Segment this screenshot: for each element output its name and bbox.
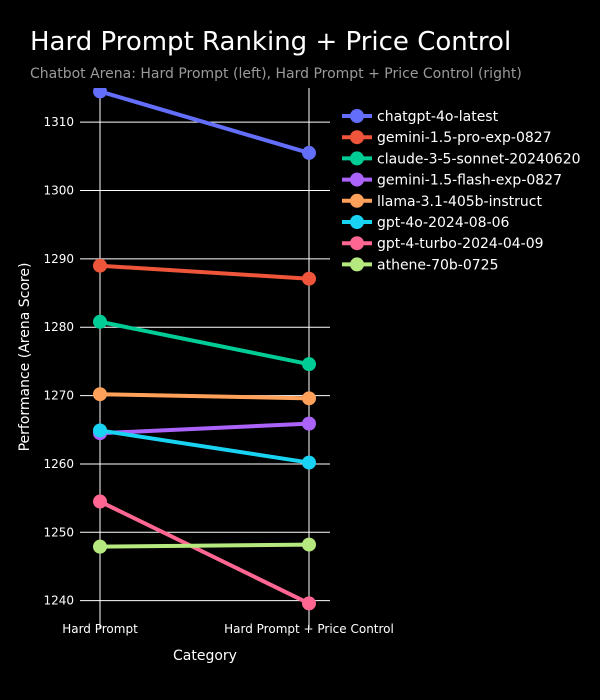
legend-swatch-marker [350,109,364,123]
data-point[interactable] [93,84,107,99]
data-point[interactable] [93,258,107,273]
y-tick-label: 1270 [43,389,74,403]
legend-swatch-marker [350,172,364,187]
series-line [98,319,311,367]
legend-item[interactable]: gemini-1.5-pro-exp-0827 [342,130,552,146]
data-point[interactable] [302,357,316,372]
series-line [98,421,311,436]
legend-swatch-marker [350,257,364,272]
legend-item[interactable]: llama-3.1-405b-instruct [342,193,542,210]
series-gpt-4o-2024-08-06 [93,423,316,470]
legend-swatch-marker [350,151,364,166]
legend-item[interactable]: gpt-4-turbo-2024-04-09 [342,236,544,252]
series-gpt-4-turbo-2024-04-09 [93,494,316,611]
y-tick-label: 1240 [43,594,74,608]
series-line [98,89,311,155]
legend-label: gemini-1.5-pro-exp-0827 [377,130,552,146]
x-axis-title: Category [173,648,237,664]
data-point[interactable] [302,145,316,160]
y-tick-label: 1260 [43,457,74,471]
y-axis-ticks: 1240 1250 1260 1270 1280 1290 1300 1310 [43,115,74,607]
legend: chatgpt-4o-latest gemini-1.5-pro-exp-0827… [342,109,581,273]
series-line [98,428,311,465]
chart-subtitle: Chatbot Arena: Hard Prompt (left), Hard … [30,66,522,82]
data-point[interactable] [93,539,107,554]
legend-swatch-marker [350,193,364,208]
data-point[interactable] [302,455,316,470]
legend-label: gemini-1.5-flash-exp-0827 [377,173,562,189]
series-line [98,392,311,401]
legend-item[interactable]: gpt-4o-2024-08-06 [342,215,510,231]
series-line [98,263,311,281]
series-athene-70b-0725 [93,537,316,554]
x-tick-label: Hard Prompt [62,622,138,636]
series-gemini-1.5-pro-exp-0827 [93,258,316,286]
data-point[interactable] [93,387,107,402]
legend-swatch-marker [350,236,364,251]
legend-item[interactable]: athene-70b-0725 [342,257,498,273]
legend-label: chatgpt-4o-latest [377,109,499,125]
y-axis-title: Performance (Arena Score) [17,263,33,452]
legend-item[interactable]: chatgpt-4o-latest [342,109,499,125]
legend-label: llama-3.1-405b-instruct [377,194,542,210]
series-plot-area [93,84,316,611]
data-point[interactable] [302,391,316,406]
series-chatgpt-4o-latest [93,84,316,160]
x-axis-ticks: Hard Prompt Hard Prompt + Price Control [62,622,394,636]
legend-item[interactable]: gemini-1.5-flash-exp-0827 [342,172,562,189]
data-point[interactable] [302,596,316,611]
legend-label: gpt-4o-2024-08-06 [377,215,510,231]
data-point[interactable] [93,423,107,438]
data-point[interactable] [302,537,316,552]
series-line [98,499,311,606]
data-point[interactable] [302,416,316,431]
chart-title: Hard Prompt Ranking + Price Control [30,27,511,57]
legend-item[interactable]: claude-3-5-sonnet-20240620 [342,151,581,167]
legend-label: claude-3-5-sonnet-20240620 [377,151,581,167]
series-claude-3-5-sonnet-20240620 [93,314,316,372]
x-tick-label: Hard Prompt + Price Control [224,622,394,636]
series-line [98,542,311,549]
data-point[interactable] [93,494,107,509]
data-point[interactable] [302,271,316,286]
legend-label: athene-70b-0725 [377,257,498,273]
legend-swatch-marker [350,215,364,229]
y-tick-label: 1280 [43,320,74,334]
y-tick-label: 1290 [43,252,74,266]
series-llama-3.1-405b-instruct [93,387,316,406]
y-tick-label: 1250 [43,525,74,539]
data-point[interactable] [93,314,107,329]
y-tick-label: 1310 [43,115,74,129]
y-tick-label: 1300 [43,184,74,198]
legend-swatch-marker [350,130,364,145]
legend-label: gpt-4-turbo-2024-04-09 [377,236,544,252]
